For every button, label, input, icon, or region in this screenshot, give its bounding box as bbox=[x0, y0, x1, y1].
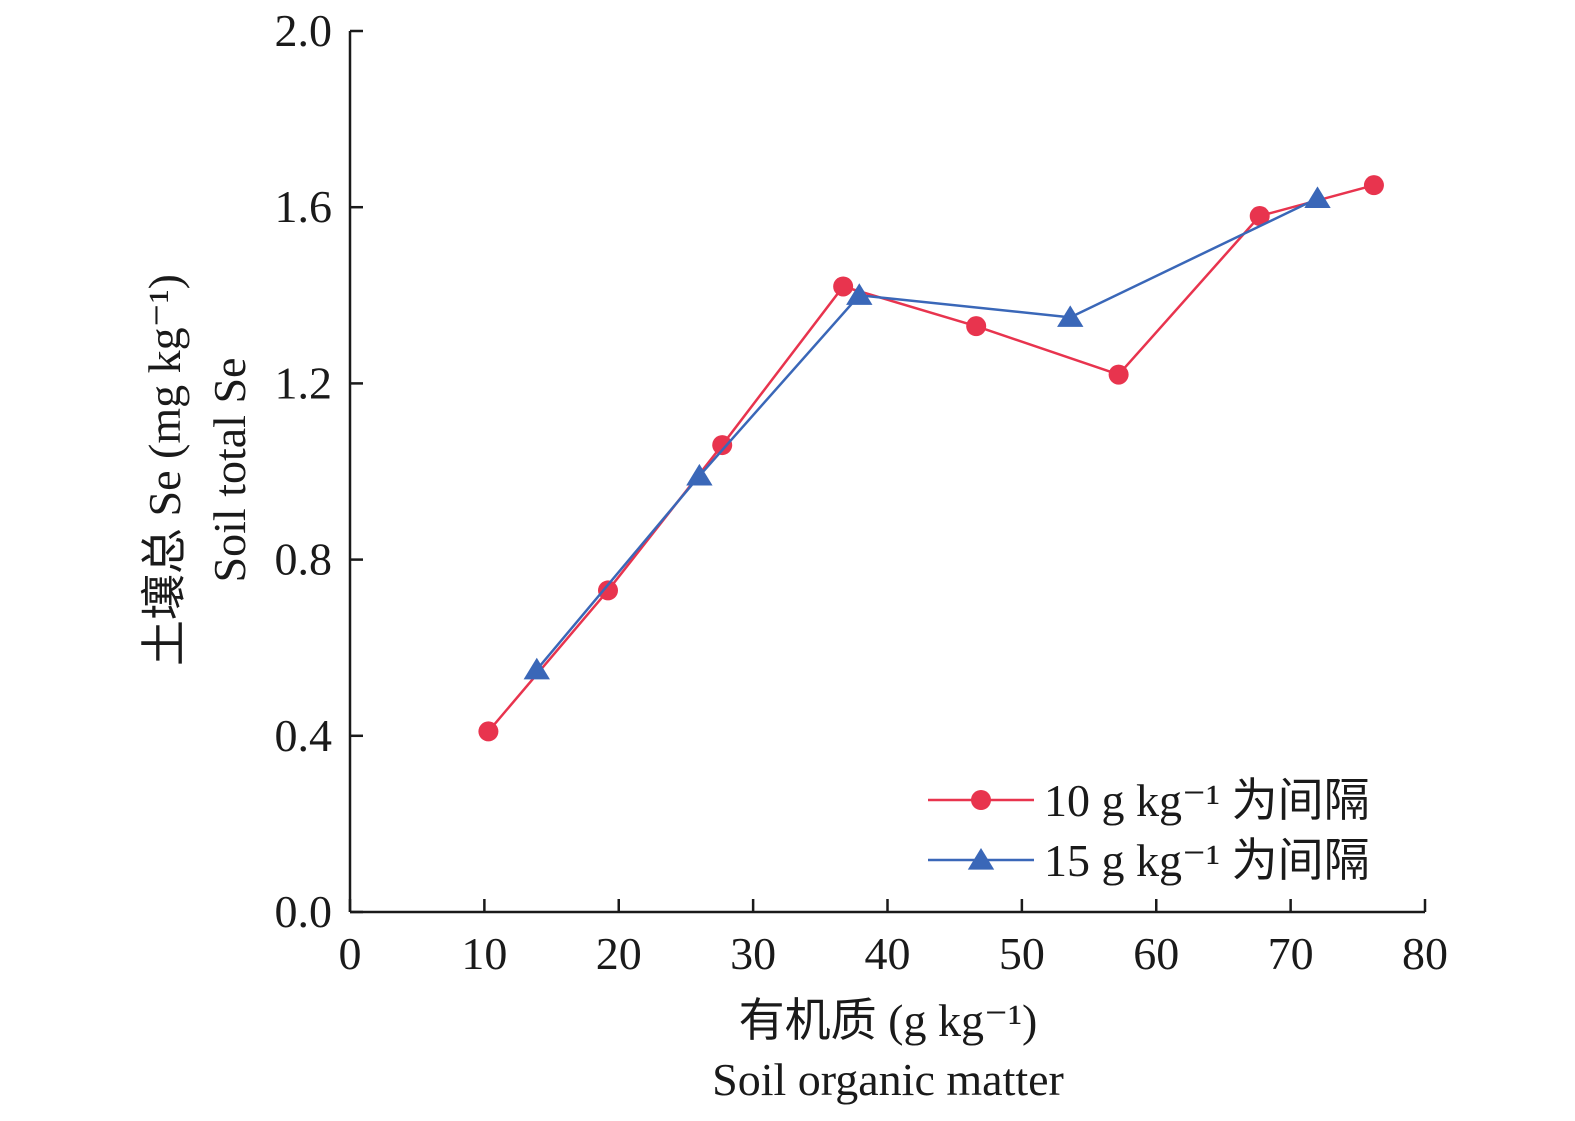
circle-marker bbox=[1249, 206, 1270, 227]
x-axis-title-en: Soil organic matter bbox=[712, 1054, 1064, 1105]
y-tick-label: 2.0 bbox=[275, 5, 333, 56]
circle-marker bbox=[833, 276, 854, 297]
y-axis-title-en: Soil total Se bbox=[204, 358, 255, 583]
legend-item-2: 15 g kg⁻¹ 为间隔 bbox=[928, 835, 1370, 886]
x-tick-label: 70 bbox=[1268, 928, 1314, 979]
series-2 bbox=[523, 186, 1331, 680]
series-line bbox=[535, 197, 1319, 671]
triangle-marker bbox=[1057, 305, 1084, 327]
y-tick-label: 1.2 bbox=[275, 357, 333, 408]
series-layer bbox=[478, 175, 1384, 742]
legend-marker bbox=[971, 790, 991, 810]
circle-marker bbox=[598, 580, 618, 601]
triangle-marker bbox=[846, 283, 873, 305]
legend-label: 10 g kg⁻¹ 为间隔 bbox=[1044, 775, 1370, 826]
legend-marker bbox=[967, 848, 995, 870]
axes: 0.0 0.4 0.8 1.2 1.6 2.0 0 10 20 30 40 50 60 70 80 bbox=[275, 5, 1449, 979]
x-tick-label: 10 bbox=[461, 928, 507, 979]
legend-item-1: 10 g kg⁻¹ 为间隔 bbox=[928, 775, 1370, 826]
triangle-marker bbox=[686, 463, 713, 486]
x-tick-label: 20 bbox=[596, 928, 642, 979]
circle-marker bbox=[966, 316, 987, 337]
x-axis-title: 有机质 (g kg⁻¹) bbox=[739, 995, 1038, 1046]
triangle-marker bbox=[523, 657, 550, 680]
x-tick-label: 60 bbox=[1133, 928, 1179, 979]
y-tick-label: 0.8 bbox=[275, 534, 333, 585]
y-tick-label: 1.6 bbox=[275, 181, 333, 232]
x-ticks: 0 10 20 30 40 50 60 70 80 bbox=[339, 899, 1448, 979]
y-ticks: 0.0 0.4 0.8 1.2 1.6 2.0 bbox=[275, 5, 363, 937]
y-tick-label: 0.0 bbox=[275, 886, 333, 937]
y-axis-title: 土壤总 Se (mg kg⁻¹) bbox=[139, 274, 190, 666]
x-tick-label: 50 bbox=[999, 928, 1045, 979]
series-1 bbox=[478, 175, 1384, 742]
triangle-marker bbox=[1304, 186, 1331, 208]
series-line bbox=[487, 183, 1375, 733]
y-tick-label: 0.4 bbox=[275, 710, 333, 761]
circle-marker bbox=[1363, 175, 1384, 196]
circle-marker bbox=[712, 435, 733, 456]
legend-label: 15 g kg⁻¹ 为间隔 bbox=[1044, 835, 1370, 886]
circle-marker bbox=[1108, 364, 1129, 385]
legend: 10 g kg⁻¹ 为间隔 15 g kg⁻¹ 为间隔 bbox=[928, 775, 1370, 886]
x-tick-label: 0 bbox=[339, 928, 362, 979]
x-tick-label: 30 bbox=[730, 928, 776, 979]
circle-marker bbox=[478, 721, 499, 742]
x-tick-label: 40 bbox=[865, 928, 911, 979]
x-tick-label: 80 bbox=[1402, 928, 1448, 979]
